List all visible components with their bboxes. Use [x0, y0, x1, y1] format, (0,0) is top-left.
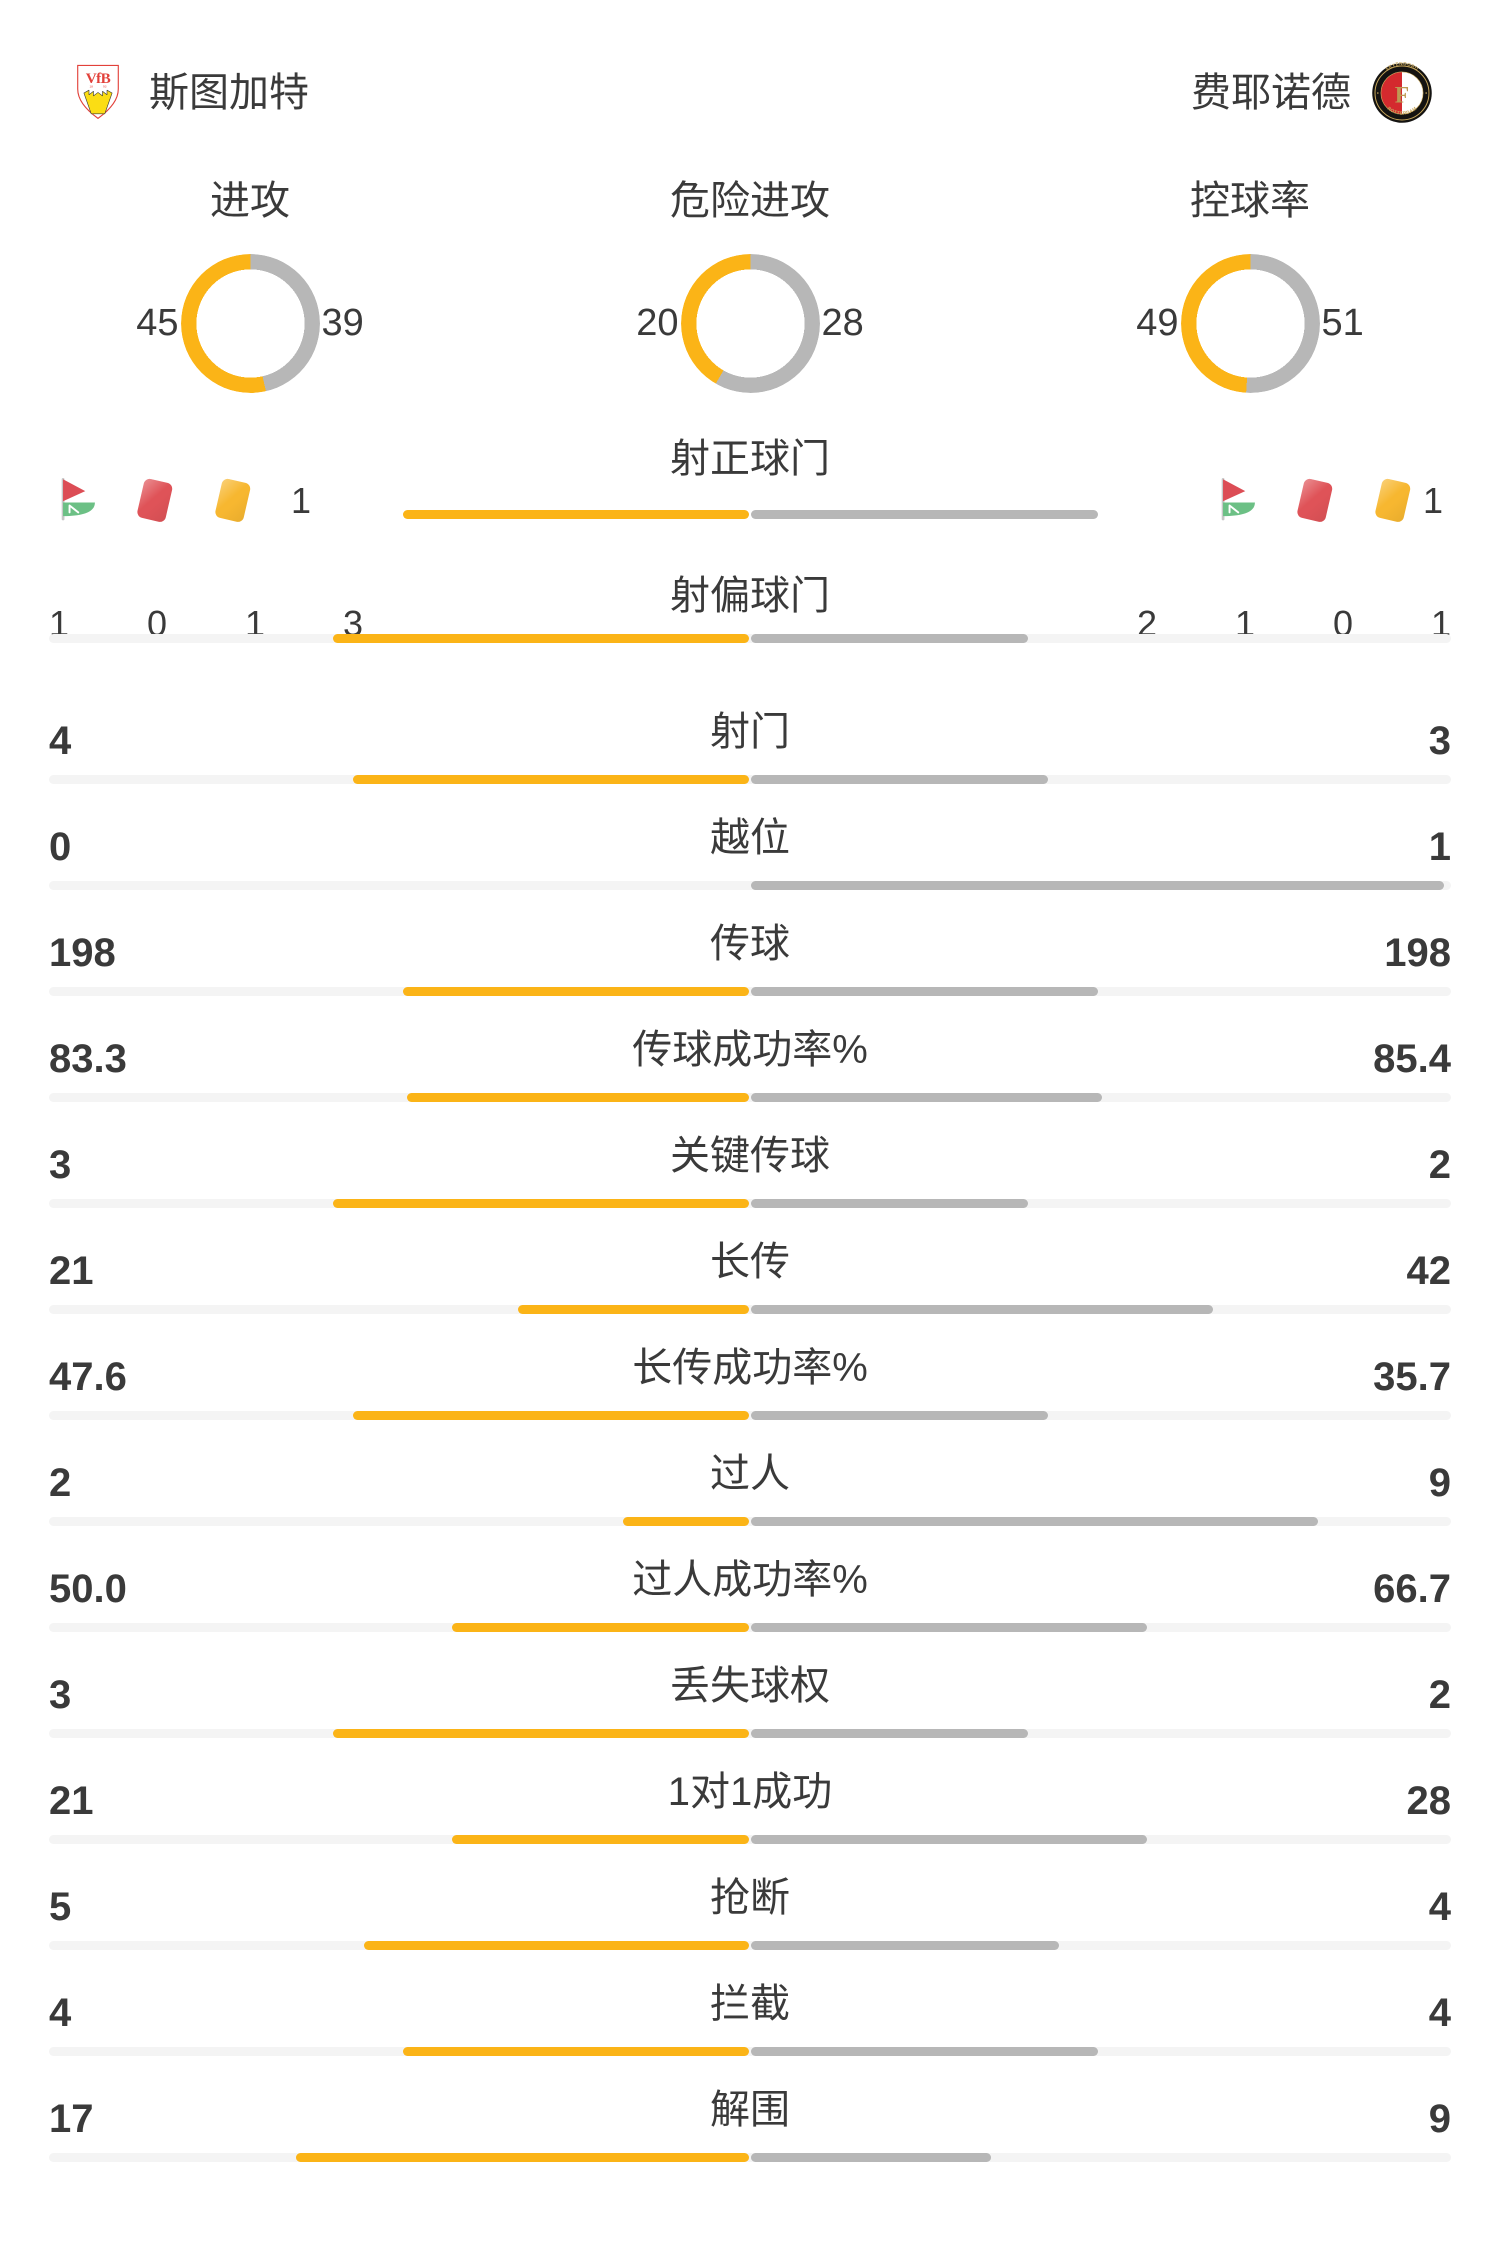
svg-text:93: 93 — [103, 84, 107, 88]
svg-text:18: 18 — [90, 84, 94, 88]
svg-text:F: F — [1395, 82, 1409, 108]
